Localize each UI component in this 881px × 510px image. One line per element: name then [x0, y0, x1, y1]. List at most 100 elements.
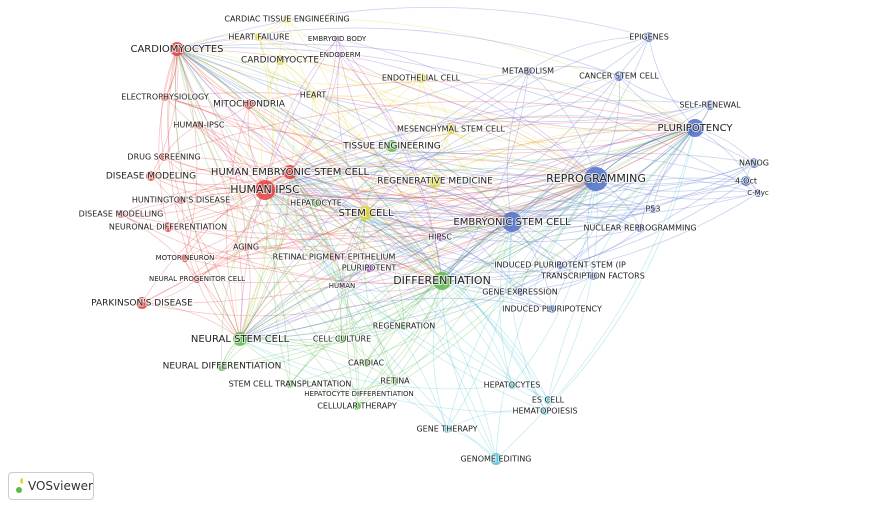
link	[358, 221, 513, 395]
node	[136, 297, 148, 309]
link	[339, 54, 443, 282]
link	[511, 214, 641, 229]
link	[511, 221, 594, 277]
link	[446, 178, 597, 430]
node	[589, 272, 597, 280]
link	[176, 48, 422, 86]
node-label: C-Myc	[747, 189, 769, 197]
node-label: NUCLEAR REPROGRAMMING	[583, 224, 696, 233]
node-label: ELECTROPHYSIOLOGY	[121, 93, 209, 102]
link	[239, 338, 448, 430]
link	[150, 175, 241, 340]
link	[120, 187, 266, 215]
link	[511, 104, 711, 223]
link	[245, 127, 696, 248]
node	[436, 233, 444, 241]
link	[365, 104, 711, 214]
link	[519, 275, 594, 293]
link	[289, 165, 641, 229]
node-label: STEM CELL TRANSPLANTATION	[229, 380, 352, 389]
link	[289, 171, 367, 364]
link	[264, 189, 594, 277]
link	[184, 256, 335, 270]
link	[184, 248, 443, 282]
link	[239, 212, 367, 340]
link	[595, 178, 759, 200]
link	[648, 36, 696, 129]
link	[434, 128, 452, 282]
link	[239, 236, 441, 340]
link	[167, 226, 247, 248]
link	[264, 145, 393, 191]
node	[446, 124, 456, 134]
link	[239, 70, 529, 340]
link	[239, 208, 654, 340]
link	[286, 18, 443, 282]
node	[649, 205, 657, 213]
link	[595, 127, 696, 180]
link	[264, 189, 443, 282]
link	[245, 212, 367, 248]
link	[258, 36, 513, 223]
link	[289, 171, 497, 460]
node	[584, 167, 608, 191]
link	[315, 202, 443, 282]
link	[511, 177, 747, 223]
link	[175, 48, 241, 340]
node-label: NEURAL DIFFERENTIATION	[163, 362, 282, 372]
link	[420, 77, 452, 130]
link	[198, 124, 513, 223]
link	[441, 70, 529, 282]
link	[239, 246, 251, 340]
link	[264, 189, 367, 364]
link	[511, 162, 755, 223]
node	[283, 15, 291, 23]
logo[interactable]: VOSviewer	[8, 472, 94, 500]
node	[255, 33, 263, 41]
node-label: NANOG	[739, 159, 769, 168]
link	[176, 48, 443, 282]
link	[289, 212, 367, 385]
link	[432, 280, 448, 430]
node	[416, 73, 426, 83]
link	[239, 104, 711, 340]
node	[429, 175, 441, 187]
link	[167, 171, 291, 228]
link	[176, 48, 711, 123]
link	[391, 145, 513, 223]
link	[509, 221, 546, 412]
node-label: SELF-RENEWAL	[679, 101, 741, 110]
node	[275, 55, 285, 65]
node-label: NEURONAL DIFFERENTIATION	[109, 223, 227, 232]
node	[508, 381, 516, 389]
link	[315, 145, 393, 204]
link	[248, 103, 513, 223]
link	[595, 75, 620, 180]
link	[559, 227, 641, 266]
link	[239, 202, 317, 340]
link	[289, 170, 513, 223]
link	[141, 302, 241, 340]
link	[446, 409, 546, 430]
link	[239, 338, 513, 390]
link	[141, 171, 291, 304]
link	[289, 178, 597, 385]
link	[450, 128, 513, 223]
node-label: CARDIAC TISSUE ENGINEERING	[224, 15, 349, 24]
link	[365, 180, 436, 214]
link	[264, 189, 441, 238]
link	[176, 48, 549, 401]
link	[434, 125, 696, 182]
link	[258, 36, 367, 214]
node-label: P53	[645, 205, 660, 214]
node-label: INDUCED PLURIPOTENT STEM (IP	[494, 261, 626, 270]
link	[511, 203, 654, 223]
link	[365, 212, 561, 266]
link	[176, 7, 650, 50]
link	[176, 47, 759, 194]
link	[167, 48, 182, 201]
link	[333, 221, 513, 259]
node-label: ES CELL	[532, 396, 565, 405]
node	[386, 140, 398, 152]
link	[150, 172, 266, 191]
